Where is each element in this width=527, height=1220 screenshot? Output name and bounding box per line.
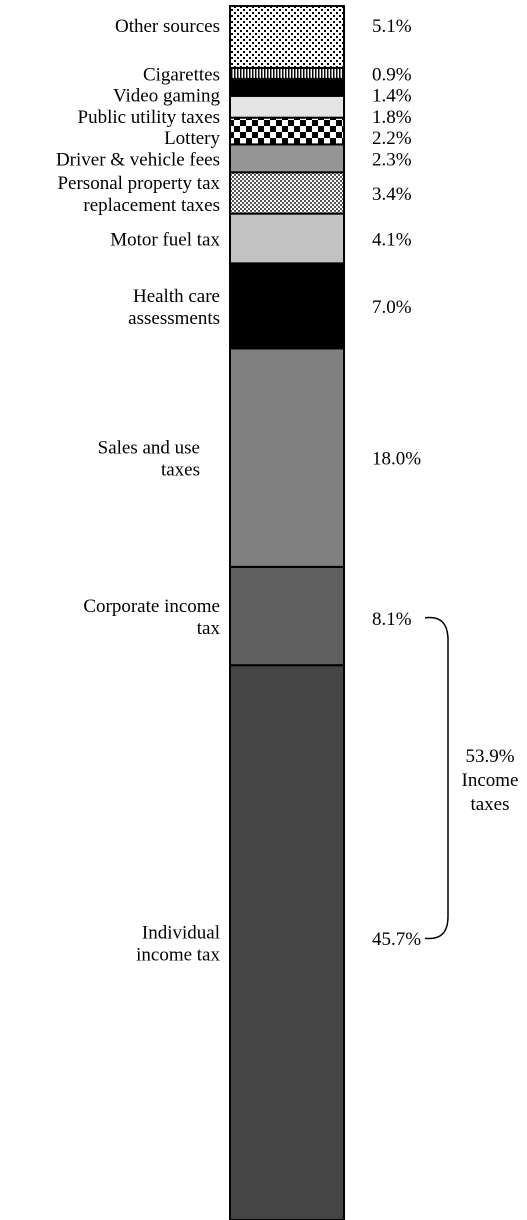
bar-segment-cigarettes	[229, 66, 345, 80]
bar-segment-sales-and-use-taxes	[229, 347, 345, 568]
bar-segment-motor-fuel-tax	[229, 212, 345, 265]
value-label-corporate-income-tax: 8.1%	[372, 609, 412, 630]
bar-segment-driver-and-vehicle-fees	[229, 143, 345, 174]
category-label-individual-income-tax: Individual income tax	[136, 923, 220, 966]
bar-segment-other-sources	[229, 5, 345, 69]
category-label-personal-property-tax-replacement-taxes: Personal property tax replacement taxes	[57, 173, 220, 216]
bar-segment-personal-property-tax-replacement-taxes	[229, 171, 345, 215]
bar-segment-health-care-assessments	[229, 262, 345, 350]
category-label-motor-fuel-tax: Motor fuel tax	[110, 229, 220, 250]
category-label-driver-and-vehicle-fees: Driver & vehicle fees	[56, 149, 220, 170]
value-label-sales-and-use-taxes: 18.0%	[372, 449, 421, 470]
income-taxes-bracket-label: 53.9% Income taxes	[462, 746, 519, 815]
category-label-other-sources: Other sources	[115, 16, 220, 37]
income-taxes-bracket	[424, 616, 449, 940]
value-label-public-utility-taxes: 1.8%	[372, 107, 412, 128]
category-label-health-care-assessments: Health care assessments	[128, 286, 220, 329]
category-label-video-gaming: Video gaming	[113, 86, 221, 107]
value-label-other-sources: 5.1%	[372, 16, 412, 37]
category-label-cigarettes: Cigarettes	[143, 64, 220, 85]
category-label-lottery: Lottery	[164, 128, 220, 149]
bar-segment-individual-income-tax	[229, 664, 345, 1220]
category-label-sales-and-use-taxes: Sales and use taxes	[98, 438, 200, 481]
bar-segment-video-gaming	[229, 77, 345, 97]
value-label-health-care-assessments: 7.0%	[372, 297, 412, 318]
value-label-individual-income-tax: 45.7%	[372, 929, 421, 950]
value-label-video-gaming: 1.4%	[372, 86, 412, 107]
category-label-corporate-income-tax: Corporate income tax	[83, 596, 220, 639]
value-label-driver-and-vehicle-fees: 2.3%	[372, 149, 412, 170]
bar-segment-lottery	[229, 116, 345, 146]
category-label-public-utility-taxes: Public utility taxes	[78, 107, 221, 128]
bar-segment-corporate-income-tax	[229, 565, 345, 667]
value-label-cigarettes: 0.9%	[372, 64, 412, 85]
value-label-lottery: 2.2%	[372, 128, 412, 149]
bar-segment-public-utility-taxes	[229, 94, 345, 119]
value-label-personal-property-tax-replacement-taxes: 3.4%	[372, 184, 412, 205]
value-label-motor-fuel-tax: 4.1%	[372, 229, 412, 250]
